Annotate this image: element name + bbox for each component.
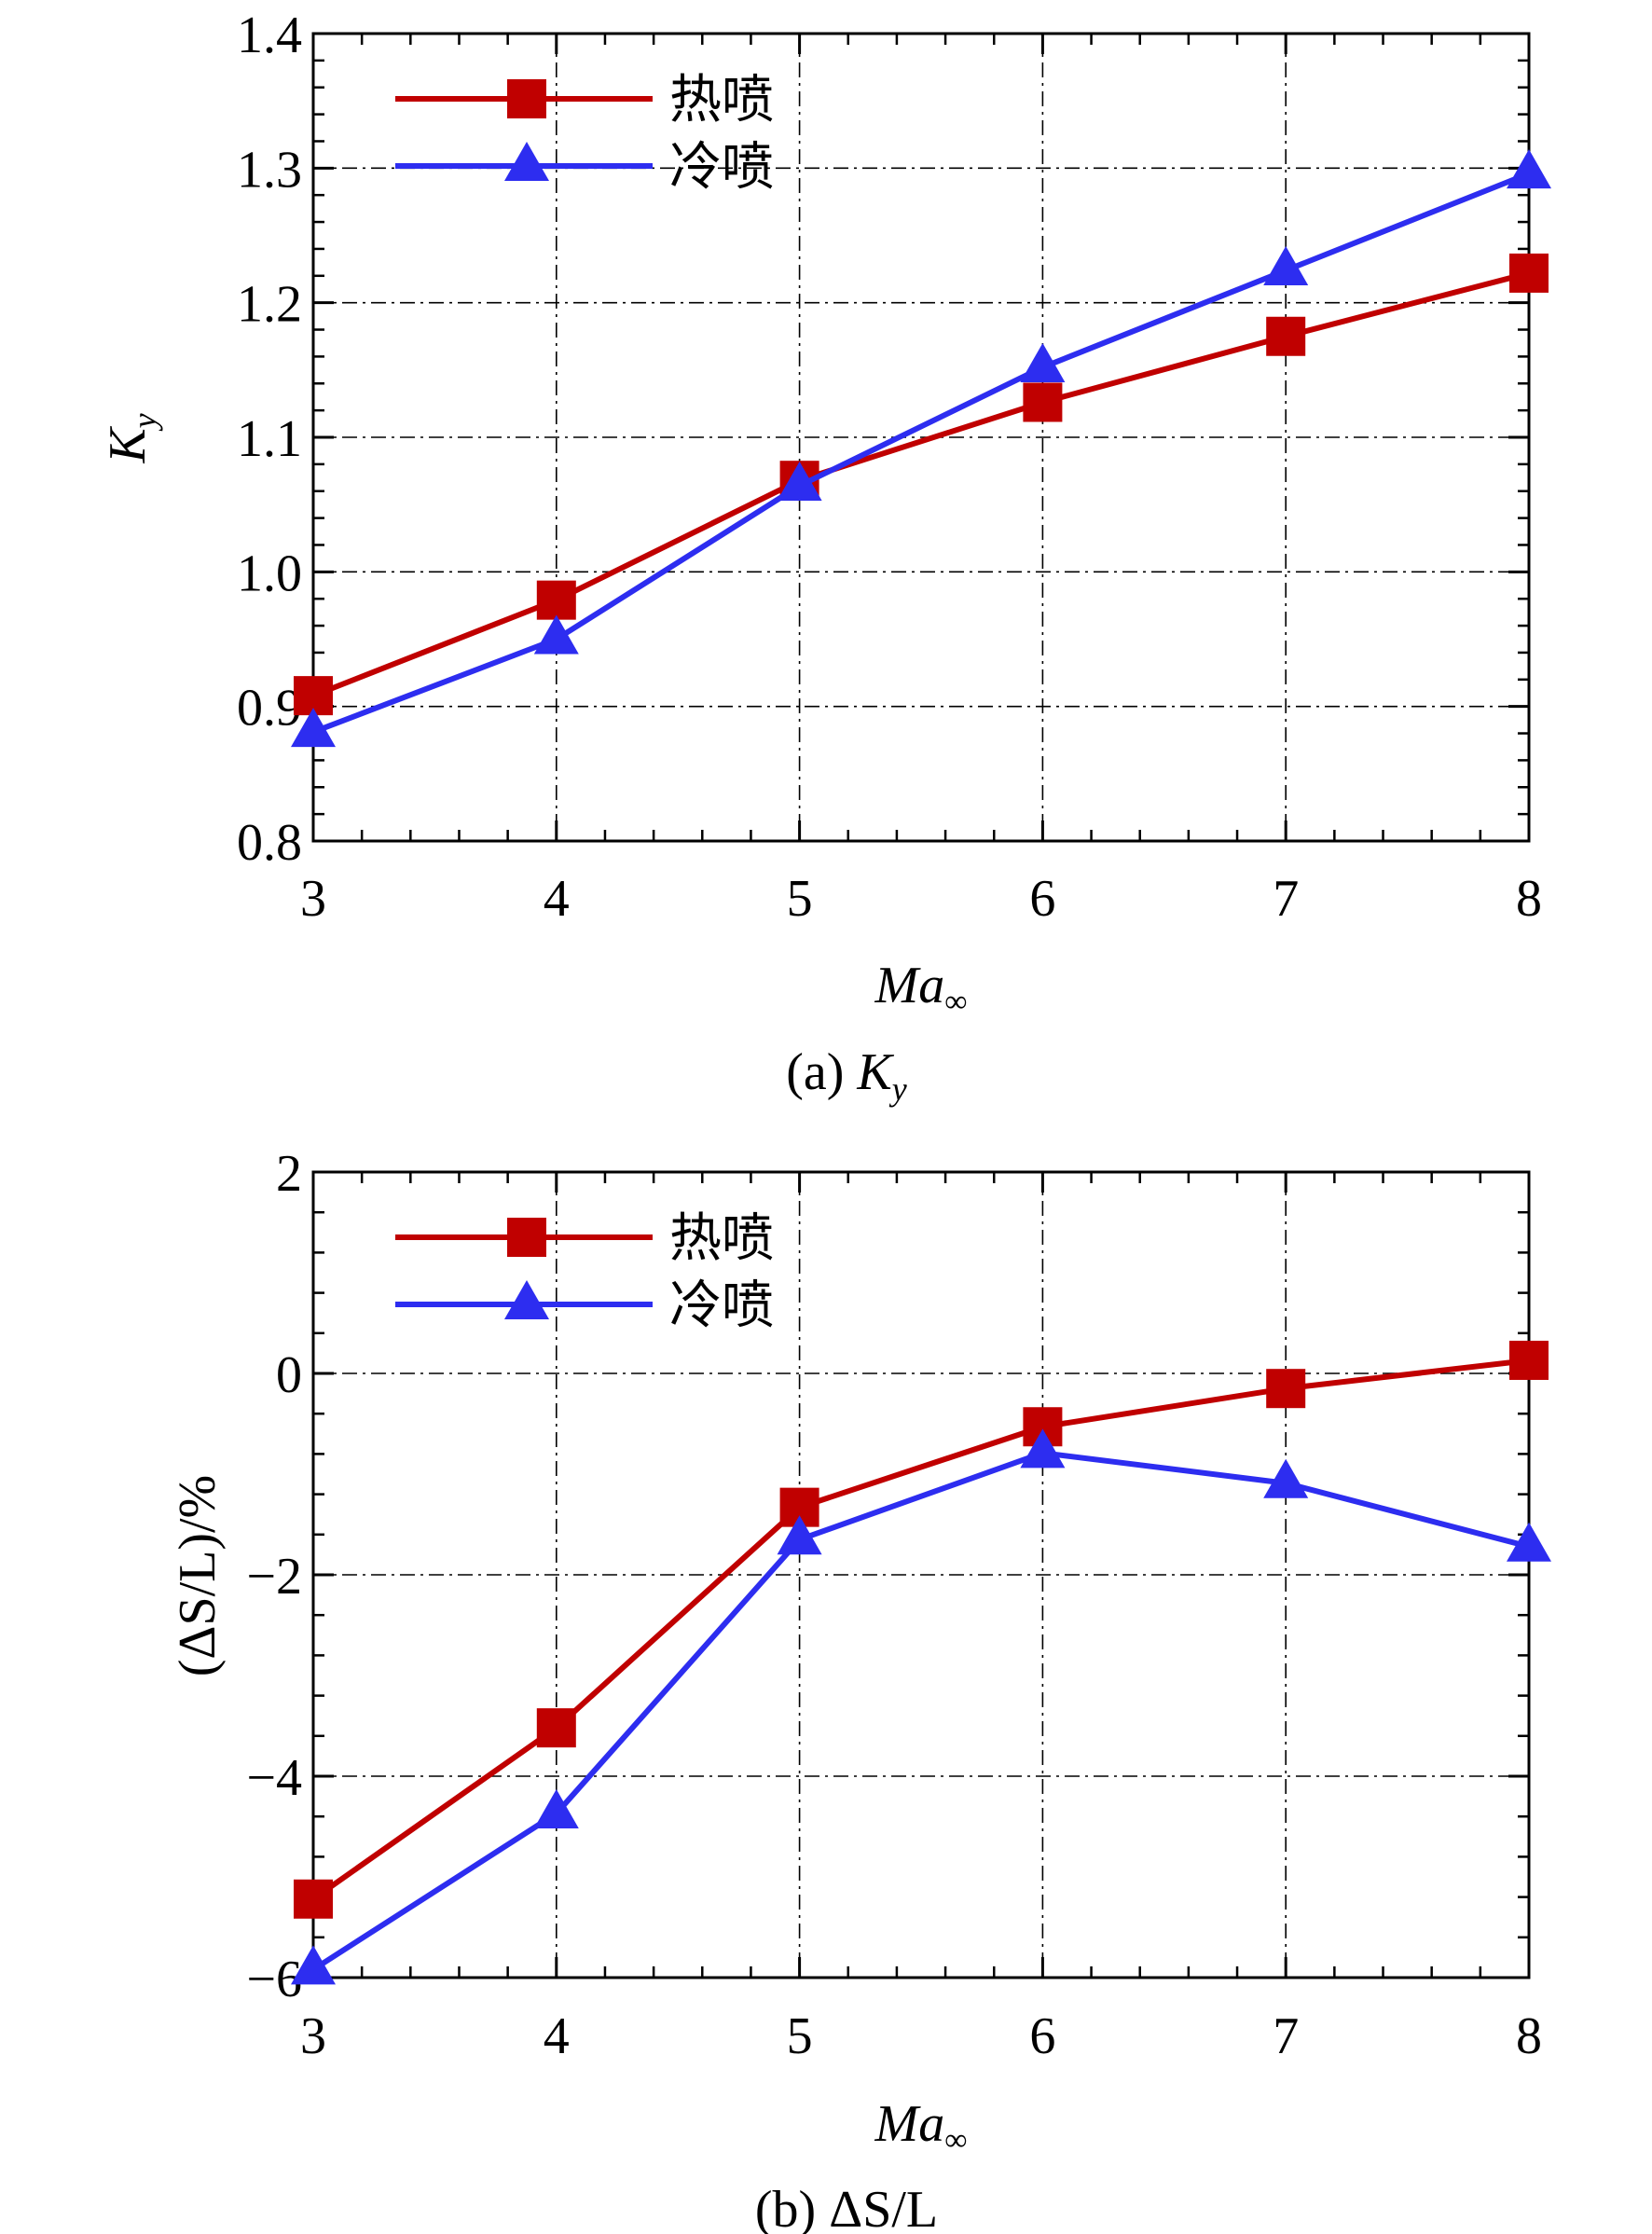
data-point-triangle bbox=[533, 614, 579, 655]
data-point-triangle bbox=[533, 1788, 579, 1828]
data-point-triangle bbox=[1263, 1458, 1309, 1498]
x-tick-label: 4 bbox=[544, 2007, 570, 2065]
y-tick-label: 2 bbox=[276, 1145, 302, 1203]
series-line-0 bbox=[311, 1357, 1530, 1902]
data-point-triangle bbox=[291, 1945, 336, 1985]
legend-marker-triangle bbox=[504, 1280, 549, 1319]
y-tick-label: 0.9 bbox=[237, 680, 302, 738]
x-tick-label: 8 bbox=[1516, 2007, 1542, 2065]
y-tick-label: −6 bbox=[246, 1951, 302, 2008]
legend-label: 冷喷 bbox=[669, 1277, 774, 1335]
data-point-square bbox=[294, 1879, 333, 1919]
series-line-1 bbox=[311, 171, 1531, 735]
x-tick-label: 6 bbox=[1029, 2007, 1055, 2065]
legend-marker-square bbox=[507, 79, 546, 118]
data-point-triangle bbox=[1020, 1428, 1066, 1469]
x-axis-label: Ma∞ bbox=[874, 2095, 968, 2158]
y-axis-label: (ΔS/L)/% bbox=[169, 1475, 227, 1676]
data-point-triangle bbox=[1020, 342, 1066, 382]
x-tick-label: 7 bbox=[1273, 870, 1299, 928]
data-point-triangle bbox=[777, 461, 822, 501]
legend-label: 冷喷 bbox=[669, 139, 774, 197]
y-tick-label: 0 bbox=[276, 1346, 302, 1404]
x-axis-label: Ma∞ bbox=[874, 957, 968, 1019]
data-point-square bbox=[536, 1708, 576, 1748]
y-tick-label: 0.8 bbox=[237, 814, 302, 872]
y-tick-label: 1.1 bbox=[237, 410, 302, 468]
x-tick-label: 8 bbox=[1516, 870, 1542, 928]
legend-label: 热喷 bbox=[669, 72, 774, 130]
x-tick-label: 4 bbox=[544, 870, 570, 928]
data-point-square bbox=[1509, 253, 1549, 293]
data-point-triangle bbox=[291, 708, 336, 748]
data-point-triangle bbox=[1263, 246, 1309, 286]
x-tick-label: 5 bbox=[787, 2007, 813, 2065]
x-tick-label: 3 bbox=[300, 870, 326, 928]
y-axis-label: Ky bbox=[99, 413, 163, 463]
x-tick-label: 7 bbox=[1273, 2007, 1299, 2065]
x-tick-label: 5 bbox=[787, 870, 813, 928]
y-tick-label: −4 bbox=[246, 1749, 302, 1807]
y-tick-label: 1.0 bbox=[237, 545, 302, 602]
x-tick-label: 6 bbox=[1029, 870, 1055, 928]
panel-caption: (a) Ky bbox=[786, 1043, 907, 1108]
data-point-triangle bbox=[777, 1515, 822, 1555]
panel-caption: (b) ΔS/L bbox=[755, 2181, 938, 2234]
y-tick-label: 1.3 bbox=[237, 141, 302, 199]
legend-label: 热喷 bbox=[669, 1210, 774, 1268]
y-tick-label: −2 bbox=[246, 1548, 302, 1606]
data-point-triangle bbox=[1507, 1522, 1551, 1562]
data-point-triangle bbox=[1507, 149, 1551, 189]
data-point-square bbox=[536, 580, 576, 620]
series-line-0 bbox=[311, 270, 1530, 698]
y-tick-label: 1.2 bbox=[237, 276, 302, 334]
data-point-square bbox=[1266, 1369, 1306, 1409]
y-tick-label: 1.4 bbox=[237, 7, 302, 64]
data-point-square bbox=[1509, 1340, 1549, 1380]
legend-marker-triangle bbox=[504, 142, 549, 181]
data-point-square bbox=[1023, 382, 1063, 422]
x-tick-label: 3 bbox=[300, 2007, 326, 2065]
legend-marker-square bbox=[507, 1218, 546, 1257]
data-point-square bbox=[1266, 316, 1306, 356]
series-line-1 bbox=[311, 1450, 1530, 1972]
